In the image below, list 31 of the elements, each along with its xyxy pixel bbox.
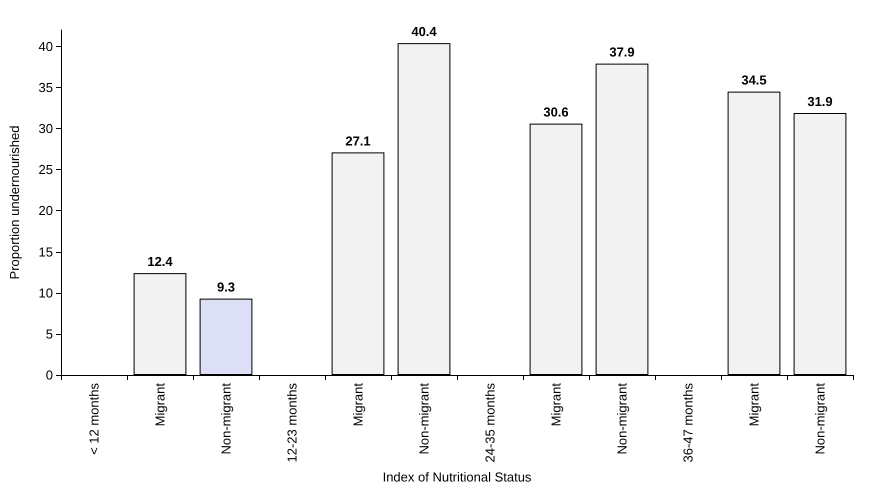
data-label: 12.4: [147, 254, 174, 270]
data-label: 37.9: [609, 44, 635, 60]
x-tick-label: Migrant: [350, 382, 366, 426]
x-tick-label: 24-35 months: [482, 382, 498, 462]
y-tick-label: 5: [46, 326, 53, 342]
x-tick-label: Non-migrant: [218, 382, 234, 455]
y-tick-label: 40: [38, 38, 53, 54]
x-tick-label: Non-migrant: [416, 382, 432, 455]
x-tick-label: Non-migrant: [812, 382, 828, 455]
x-tick-label: Migrant: [746, 382, 762, 426]
data-label: 30.6: [543, 104, 569, 120]
x-tick-label: < 12 months: [86, 382, 102, 455]
x-tick-label: 36-47 months: [680, 382, 696, 462]
x-tick-label: Non-migrant: [614, 382, 630, 455]
data-label: 34.5: [741, 72, 767, 88]
y-tick-label: 35: [38, 80, 53, 95]
y-tick-label: 30: [38, 121, 53, 136]
x-tick-label: 12-23 months: [284, 382, 300, 462]
x-axis-title: Index of Nutritional Status: [382, 469, 532, 484]
y-axis-title: Proportion undernourished: [7, 126, 22, 280]
y-tick-label: 15: [38, 244, 53, 260]
y-tick-label: 20: [38, 203, 53, 218]
x-tick-label: Migrant: [152, 382, 168, 426]
y-tick-label: 25: [38, 162, 53, 178]
y-tick-label: 0: [46, 368, 53, 382]
data-label: 27.1: [345, 133, 371, 148]
x-tick-label: Migrant: [548, 382, 564, 426]
data-label: 40.4: [411, 24, 438, 40]
data-label: 9.3: [216, 280, 236, 295]
data-label: 31.9: [807, 94, 833, 109]
y-tick-label: 10: [38, 285, 53, 300]
